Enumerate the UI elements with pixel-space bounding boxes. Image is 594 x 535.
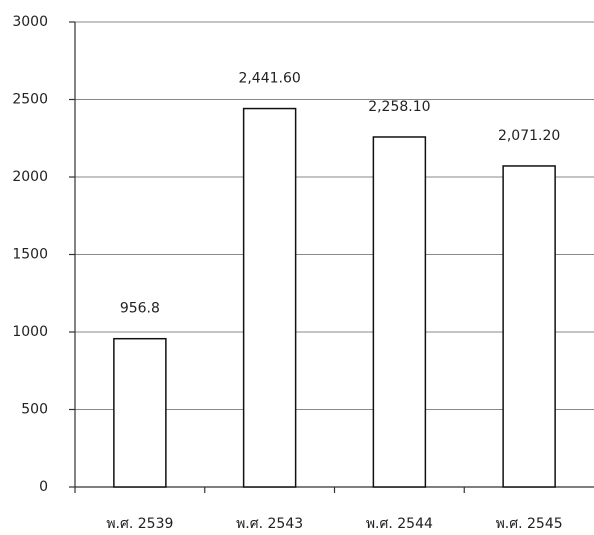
y-tick-label: 2500 bbox=[12, 92, 48, 108]
y-tick-label: 1500 bbox=[12, 247, 48, 263]
value-label: 2,441.60 bbox=[238, 71, 300, 87]
value-label: 2,071.20 bbox=[498, 128, 560, 144]
x-tick-label: พ.ศ. 2545 bbox=[496, 516, 563, 532]
y-tick-label: 2000 bbox=[12, 169, 48, 185]
value-label: 2,258.10 bbox=[368, 99, 430, 115]
bar bbox=[242, 107, 297, 488]
y-tick-label: 500 bbox=[21, 402, 48, 418]
y-tick-label: 1000 bbox=[12, 324, 48, 340]
x-tick-label: พ.ศ. 2544 bbox=[366, 516, 433, 532]
y-tick-label: 3000 bbox=[12, 14, 48, 30]
bar bbox=[502, 165, 556, 488]
bar bbox=[113, 337, 167, 488]
x-tick-label: พ.ศ. 2543 bbox=[236, 516, 303, 532]
bar bbox=[372, 136, 427, 488]
y-tick-label: 0 bbox=[39, 479, 48, 495]
value-label: 956.8 bbox=[120, 301, 160, 317]
x-tick-label: พ.ศ. 2539 bbox=[106, 516, 173, 532]
